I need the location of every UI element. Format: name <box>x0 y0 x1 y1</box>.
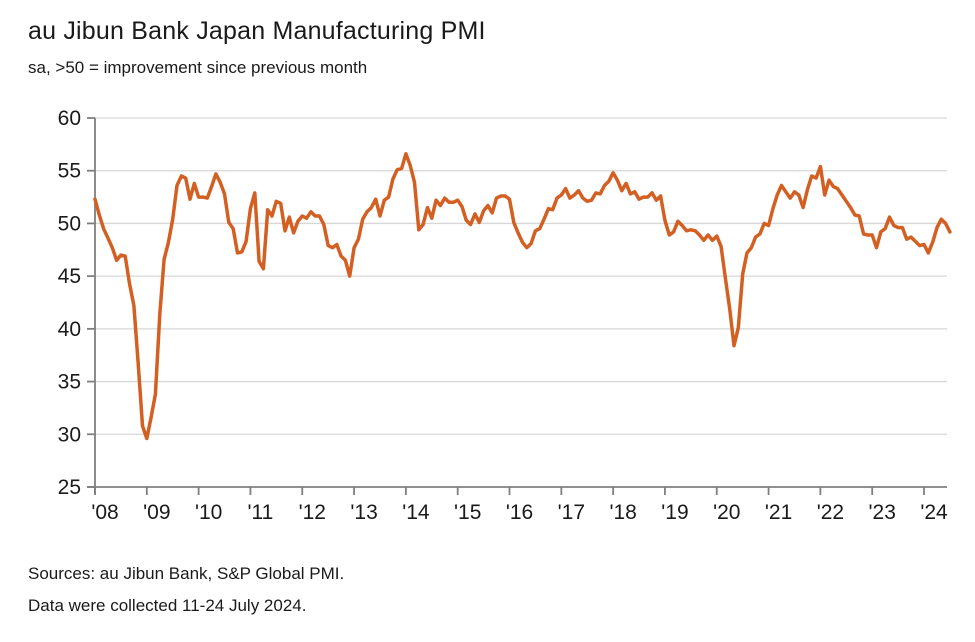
x-tick-label: '12 <box>299 501 326 524</box>
x-tick-label: '19 <box>661 501 688 524</box>
y-tick-label: 55 <box>58 160 81 183</box>
x-tick-label: '17 <box>558 501 585 524</box>
y-tick-label: 50 <box>58 212 81 235</box>
y-tick-label: 30 <box>58 423 81 446</box>
x-tick-label: '24 <box>920 501 948 524</box>
x-tick-label: '16 <box>506 501 533 524</box>
collection-note: Data were collected 11-24 July 2024. <box>28 596 307 615</box>
chart-title: au Jibun Bank Japan Manufacturing PMI <box>28 17 486 45</box>
y-tick-label: 45 <box>58 265 81 288</box>
x-tick-label: '10 <box>195 501 222 524</box>
x-tick-label: '08 <box>91 501 118 524</box>
y-tick-label: 40 <box>58 318 81 341</box>
x-tick-label: '11 <box>248 501 274 524</box>
x-tick-label: '13 <box>350 501 377 524</box>
y-tick-label: 25 <box>58 476 81 499</box>
x-tick-label: '15 <box>454 501 481 524</box>
y-tick-label: 35 <box>58 371 81 394</box>
x-tick-label: '22 <box>817 501 844 524</box>
x-tick-label: '09 <box>143 501 170 524</box>
x-tick-label: '18 <box>609 501 636 524</box>
sources-note: Sources: au Jibun Bank, S&P Global PMI. <box>28 564 345 583</box>
y-tick-label: 60 <box>58 107 81 130</box>
x-tick-label: '20 <box>713 501 740 524</box>
x-tick-label: '23 <box>869 501 896 524</box>
x-tick-label: '21 <box>765 501 792 524</box>
chart-subtitle: sa, >50 = improvement since previous mon… <box>28 58 368 77</box>
x-tick-label: '14 <box>402 501 430 524</box>
pmi-series-line <box>93 152 952 441</box>
